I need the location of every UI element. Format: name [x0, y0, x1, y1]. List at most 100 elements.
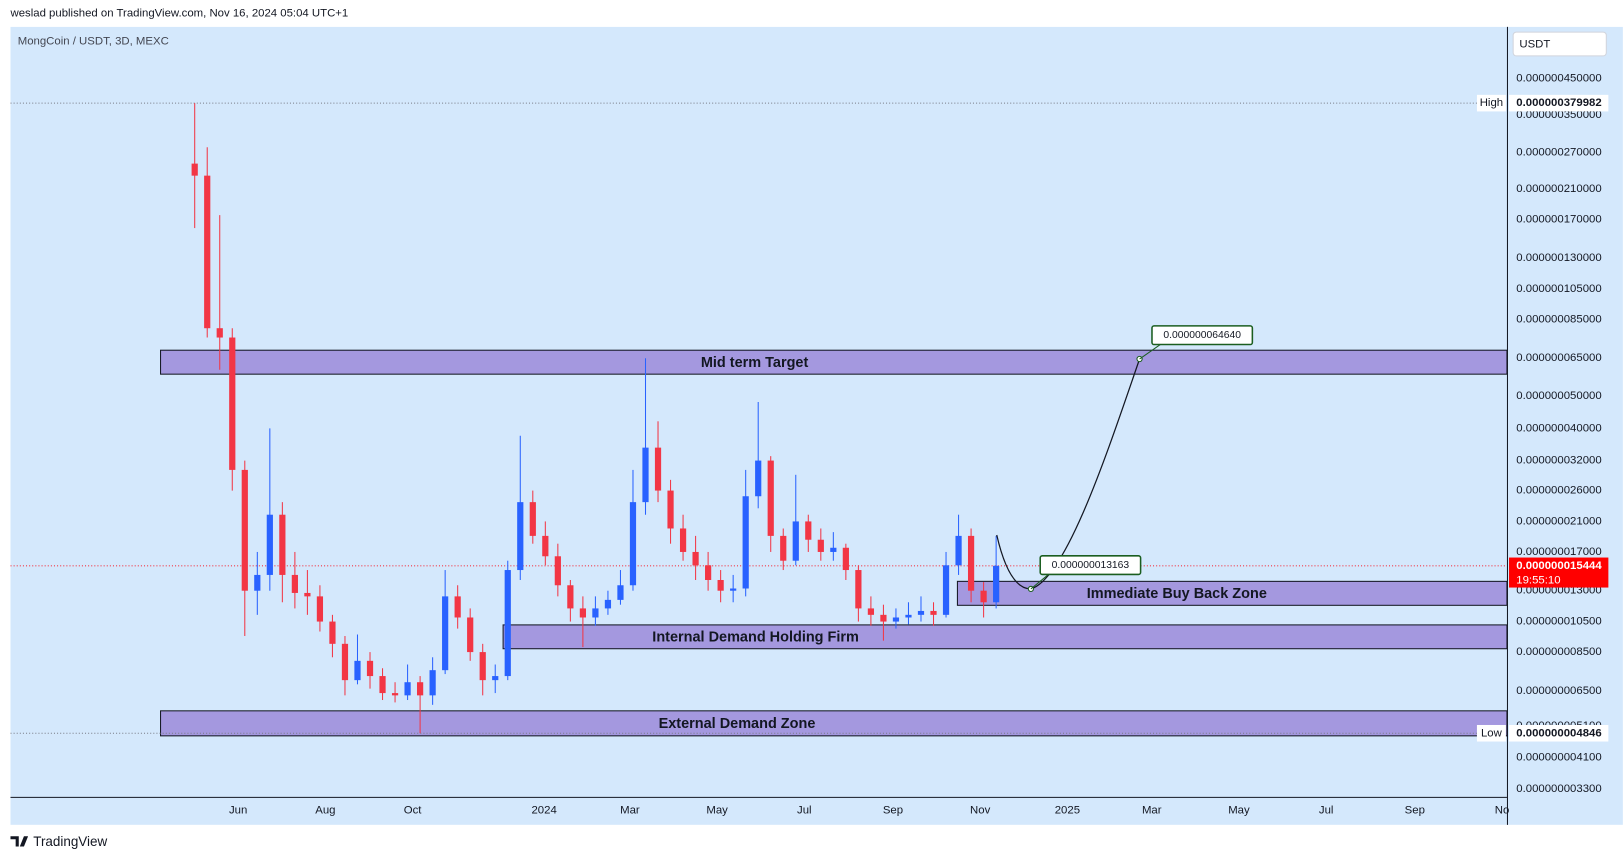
candle-body — [892, 617, 900, 622]
candle-body — [567, 585, 574, 609]
callout-leader — [1139, 344, 1161, 360]
x-tick-label: May — [706, 804, 728, 816]
x-tick-label: Mar — [620, 804, 640, 816]
x-tick-label: Aug — [315, 804, 335, 816]
candle-body — [942, 565, 950, 615]
zone — [160, 710, 1508, 737]
chart-background — [10, 26, 1623, 825]
callout-box — [1151, 325, 1254, 346]
y-tick-label: 0.000000450000 — [1516, 73, 1601, 85]
zone-label: Internal Demand Holding Firm — [652, 630, 859, 646]
candle-body — [579, 608, 586, 618]
candle-body — [955, 535, 962, 566]
candle-body — [204, 175, 211, 329]
currency-button[interactable] — [1512, 31, 1607, 57]
low-name: Low — [1481, 727, 1503, 739]
y-tick-label: 0.000000004100 — [1516, 751, 1601, 763]
zone — [160, 349, 1508, 375]
publish-header: weslad published on TradingView.com, Nov… — [9, 7, 348, 19]
y-tick-label: 0.000000032000 — [1516, 455, 1601, 467]
y-tick-label: 0.000000017000 — [1516, 546, 1601, 558]
y-tick-label: 0.000000050000 — [1516, 390, 1601, 402]
candle-body — [654, 447, 662, 491]
candle-body — [504, 570, 511, 677]
candle-body — [291, 574, 298, 593]
candle-body — [229, 337, 236, 470]
brand-name: TradingView — [33, 834, 107, 849]
candle-body — [554, 556, 561, 586]
high-tag — [1509, 94, 1609, 112]
zone-label: Mid term Target — [701, 355, 809, 371]
y-tick-label: 0.000000010500 — [1516, 616, 1601, 628]
y-tick-label: 0.000000130000 — [1516, 252, 1601, 264]
zone — [502, 624, 1508, 650]
candle-body — [792, 521, 799, 561]
candle-body — [379, 676, 386, 694]
candle-body — [304, 592, 311, 597]
candle-body — [517, 502, 524, 571]
candle-body — [492, 676, 499, 681]
x-tick-label: Oct — [404, 804, 423, 816]
candle-body — [742, 496, 749, 589]
callout-text: 0.000000064640 — [1163, 330, 1241, 341]
candle-body — [442, 596, 449, 671]
zone — [956, 580, 1508, 606]
candle-body — [805, 521, 812, 540]
brand-logo — [10, 836, 29, 847]
candle-body — [780, 535, 787, 561]
x-tick-label: Mar — [1142, 804, 1162, 816]
candle-body — [329, 621, 336, 644]
low-tag-label: 0.000000004846 — [1516, 727, 1601, 739]
y-tick-label: 0.000000170000 — [1516, 213, 1601, 225]
candle-body — [529, 502, 536, 536]
y-tick-label: 0.000000105000 — [1516, 283, 1601, 295]
last-tag-label: 0.000000015444 — [1516, 560, 1602, 572]
candle-body — [429, 670, 436, 696]
low-name-box — [1476, 724, 1506, 742]
currency-label[interactable]: USDT — [1519, 39, 1550, 51]
y-tick-label: 0.000000006500 — [1516, 685, 1601, 697]
candle-body — [366, 660, 374, 677]
candle-body — [692, 551, 699, 566]
candle-body — [993, 565, 1000, 603]
x-tick-label: 2025 — [1055, 804, 1080, 816]
candle-body — [842, 547, 849, 571]
high-tag-label: 0.000000379982 — [1516, 97, 1601, 109]
candle-body — [980, 590, 987, 603]
y-tick-label: 0.000000021000 — [1516, 515, 1601, 527]
candle-body — [855, 570, 862, 609]
y-tick-label: 0.000000350000 — [1516, 109, 1601, 121]
candle-body — [354, 660, 361, 681]
y-tick-label: 0.000000003300 — [1516, 783, 1601, 795]
y-tick-label: 0.000000085000 — [1516, 313, 1601, 325]
candle-body — [241, 469, 248, 591]
candle-body — [416, 682, 424, 696]
zone-label: External Demand Zone — [659, 716, 816, 732]
x-tick-label: Sep — [883, 804, 903, 816]
candle-body — [767, 460, 774, 536]
candle-body — [391, 693, 399, 696]
candle-body — [617, 585, 624, 600]
candle-body — [917, 610, 925, 615]
candle-body — [216, 328, 223, 338]
candle-body — [755, 460, 762, 497]
candle-body — [279, 514, 286, 575]
zone-label: Immediate Buy Back Zone — [1087, 586, 1267, 602]
low-tag — [1509, 724, 1609, 742]
callout-text: 0.000000013163 — [1052, 560, 1130, 571]
candle-body — [479, 652, 486, 681]
candle-body — [967, 535, 975, 591]
candle-body — [467, 617, 474, 653]
y-tick-label: 0.000000013000 — [1516, 585, 1601, 597]
x-tick-label: May — [1228, 804, 1250, 816]
y-tick-label: 0.000000210000 — [1516, 183, 1601, 195]
candle-body — [604, 599, 612, 609]
candle-body — [905, 614, 912, 618]
high-name: High — [1480, 97, 1503, 109]
candle-body — [817, 539, 824, 552]
symbol-legend: MongCoin / USDT, 3D, MEXC — [18, 35, 169, 47]
candle-body — [254, 574, 261, 591]
y-tick-label: 0.000000008500 — [1516, 646, 1601, 658]
